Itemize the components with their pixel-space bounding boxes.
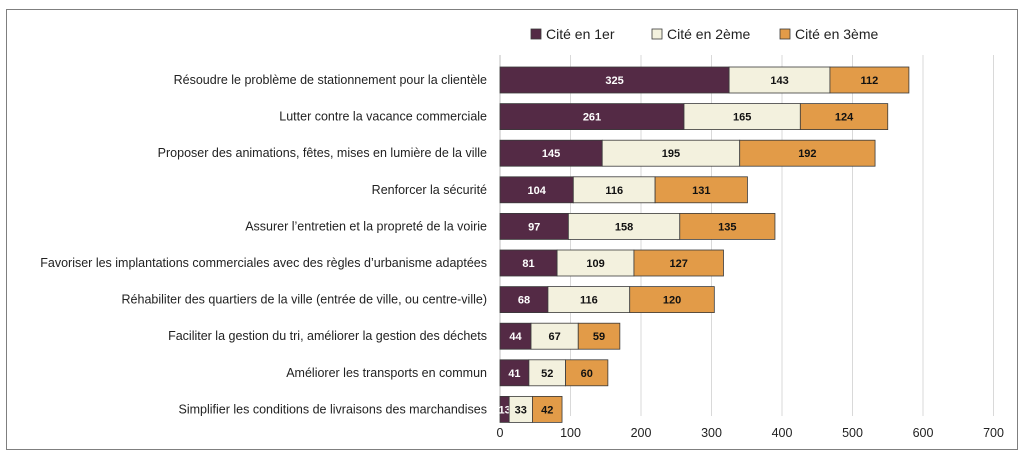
category-label: Proposer des animations, fêtes, mises en…: [158, 146, 487, 160]
data-label: 109: [586, 258, 604, 270]
bar-segment: [499, 66, 730, 94]
chart-frame: [6, 9, 1018, 450]
bar-segment: [629, 286, 715, 314]
data-label: 68: [518, 295, 530, 307]
x-tick-label: 500: [842, 426, 863, 440]
bar-segment: [654, 176, 748, 204]
bar-segment: [799, 103, 889, 130]
bars: 325 143 112 261 165 124 145 195 192 104 116 131 97 15…: [498, 66, 910, 423]
legend-swatch: [530, 28, 542, 40]
category-label: Lutter contre la vacance commerciale: [279, 110, 487, 124]
data-label: 52: [541, 368, 553, 380]
bar-segment: [679, 212, 776, 240]
bar-segment: [728, 66, 831, 94]
x-tick-label: 200: [631, 426, 652, 440]
data-label: 261: [583, 112, 601, 124]
data-label: 124: [835, 112, 854, 124]
legend-label: Cité en 2ème: [667, 26, 750, 42]
data-label: 158: [615, 221, 633, 233]
data-label: 120: [663, 295, 681, 307]
x-tick-label: 600: [913, 426, 934, 440]
data-label: 195: [662, 148, 680, 160]
category-label: Simplifier les conditions de livraisons …: [179, 402, 487, 416]
data-label: 116: [580, 295, 598, 307]
data-label: 59: [593, 331, 605, 343]
data-label: 131: [692, 185, 710, 197]
bar-segment: [739, 139, 876, 167]
data-label: 192: [798, 148, 816, 160]
legend-label: Cité en 3ème: [795, 26, 878, 42]
category-label: Réhabiliter des quartiers de la ville (e…: [122, 293, 487, 307]
x-tick-label: 100: [560, 426, 581, 440]
data-label: 145: [542, 148, 560, 160]
bar-segment: [499, 322, 532, 350]
data-label: 325: [605, 75, 623, 87]
bar-segment: [499, 103, 685, 130]
bar-segment: [601, 139, 741, 167]
data-label: 165: [733, 112, 751, 124]
x-tick-label: 400: [772, 426, 793, 440]
bar-segment: [565, 359, 609, 387]
data-label: 97: [528, 221, 540, 233]
bar-segment: [499, 286, 549, 314]
category-label: Favoriser les implantations commerciales…: [40, 256, 487, 270]
data-label: 33: [515, 404, 527, 416]
category-label: Résoudre le problème de stationnement po…: [174, 73, 487, 87]
x-tick-label: 300: [701, 426, 722, 440]
x-tick-label: 0: [497, 426, 504, 440]
data-label: 41: [508, 368, 520, 380]
data-label: 112: [861, 75, 879, 87]
x-tick-label: 700: [983, 426, 1004, 440]
bar-segment: [532, 395, 563, 423]
bar-segment: [567, 212, 681, 240]
bar-segment: [829, 66, 910, 94]
data-label: 44: [509, 331, 522, 343]
legend: Cité en 1er Cité en 2ème Cité en 3ème: [530, 26, 878, 42]
bar-segment: [530, 322, 579, 350]
data-label: 81: [522, 258, 534, 270]
data-label: 60: [581, 368, 593, 380]
legend-label: Cité en 1er: [546, 26, 615, 42]
bar-segment: [633, 249, 724, 277]
x-axis-ticks: 0 100 200 300 400 500 600 700: [497, 426, 1004, 440]
legend-swatch: [651, 28, 663, 40]
bar-segment: [528, 359, 566, 387]
data-label: 127: [670, 258, 688, 270]
bar-segment: [499, 176, 574, 204]
category-label: Assurer l’entretien et la propreté de la…: [245, 219, 487, 233]
bar-segment: [577, 322, 621, 350]
category-labels: Résoudre le problème de stationnement po…: [40, 73, 487, 416]
bar-segment: [556, 249, 635, 277]
data-label: 116: [605, 185, 623, 197]
category-label: Renforcer la sécurité: [372, 183, 487, 197]
legend-swatch: [779, 28, 791, 40]
data-label: 143: [770, 75, 788, 87]
data-label: 13: [498, 404, 510, 416]
category-label: Faciliter la gestion du tri, améliorer l…: [168, 329, 487, 343]
data-label: 135: [718, 221, 736, 233]
category-label: Améliorer les transports en commun: [286, 366, 487, 380]
data-label: 104: [527, 185, 546, 197]
data-label: 67: [549, 331, 561, 343]
bar-segment: [499, 249, 558, 277]
data-label: 42: [541, 404, 553, 416]
bar-segment: [499, 359, 530, 387]
bar-segment: [547, 286, 631, 314]
